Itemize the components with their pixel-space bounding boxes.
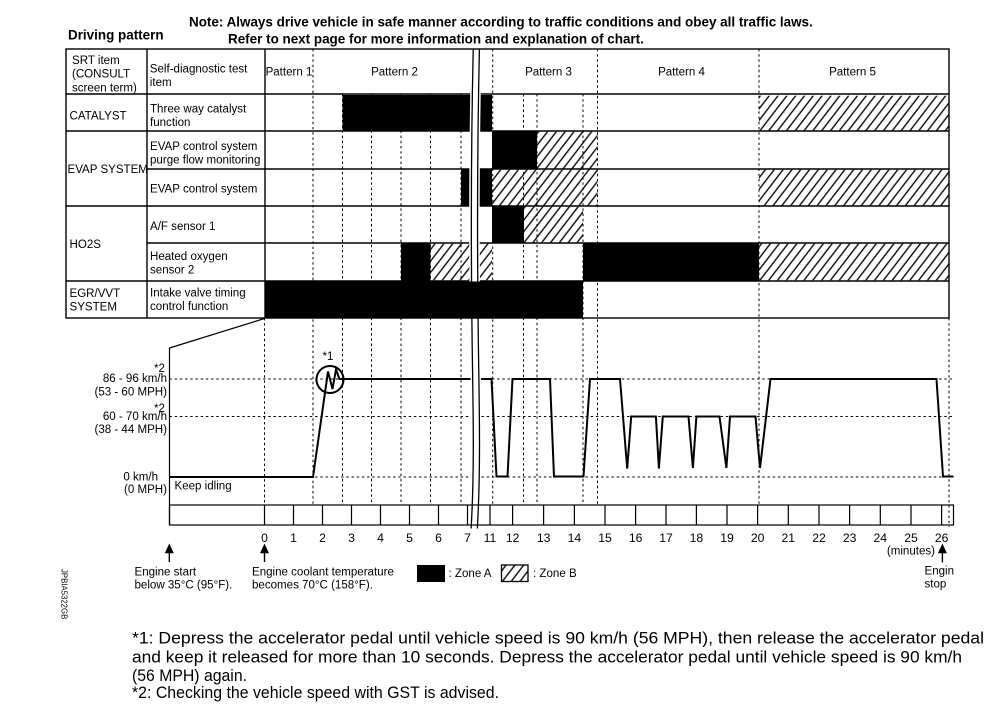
svg-text:EVAP SYSTEM: EVAP SYSTEM	[68, 164, 148, 176]
svg-text:16: 16	[629, 531, 643, 545]
svg-text:17: 17	[659, 531, 673, 545]
svg-text:Pattern 5: Pattern 5	[829, 67, 876, 79]
svg-text:86 - 96 km/h: 86 - 96 km/h	[103, 373, 167, 385]
svg-text:Pattern 4: Pattern 4	[658, 67, 705, 79]
svg-text:Note: Always drive vehicle in: Note: Always drive vehicle in safe manne…	[189, 15, 813, 30]
svg-text:JPBIA5322GB: JPBIA5322GB	[60, 569, 69, 619]
svg-text:25: 25	[904, 531, 918, 545]
svg-text:60 - 70 km/h: 60 - 70 km/h	[103, 411, 167, 423]
svg-text:: Zone A: : Zone A	[449, 568, 492, 580]
svg-text:item: item	[150, 77, 172, 89]
svg-text:SYSTEM: SYSTEM	[70, 301, 117, 313]
svg-text:26: 26	[935, 531, 949, 545]
svg-text:(0 MPH): (0 MPH)	[124, 484, 167, 496]
svg-text:below 35°C (95°F).: below 35°C (95°F).	[135, 580, 233, 592]
svg-text:HO2S: HO2S	[70, 239, 102, 251]
svg-text:14: 14	[568, 531, 582, 545]
svg-text:19: 19	[720, 531, 734, 545]
svg-text:*2: *2	[154, 403, 165, 415]
svg-text:EVAP control system: EVAP control system	[150, 183, 257, 195]
svg-text:4: 4	[377, 531, 384, 545]
svg-text:13: 13	[537, 531, 551, 545]
svg-text:Driving pattern: Driving pattern	[68, 28, 164, 43]
svg-text:Engine coolant temperature: Engine coolant temperature	[252, 567, 394, 579]
svg-text:EVAP control system: EVAP control system	[150, 141, 257, 153]
svg-text:Keep idling: Keep idling	[175, 481, 232, 493]
svg-text:Self-diagnostic test: Self-diagnostic test	[150, 63, 248, 75]
svg-text:2: 2	[319, 531, 326, 545]
svg-text:CATALYST: CATALYST	[70, 111, 127, 123]
svg-text:control function: control function	[150, 301, 228, 313]
svg-text:*1: *1	[323, 351, 334, 363]
svg-text:15: 15	[598, 531, 612, 545]
svg-text:11: 11	[484, 531, 497, 545]
svg-text:21: 21	[782, 531, 796, 545]
svg-text:becomes 70°C (158°F).: becomes 70°C (158°F).	[252, 580, 373, 592]
svg-text:*1: Depress the accelerator pe: *1: Depress the accelerator pedal until …	[132, 629, 984, 648]
svg-text:Heated oxygen: Heated oxygen	[150, 251, 228, 263]
svg-text:0 km/h: 0 km/h	[123, 472, 158, 484]
svg-text:*2: Checking the vehicle speed: *2: Checking the vehicle speed with GST …	[132, 683, 499, 702]
svg-text:Three way catalyst: Three way catalyst	[150, 103, 247, 115]
svg-text:Refer to next page for more in: Refer to next page for more information …	[228, 31, 644, 46]
svg-text:(53 - 60 MPH): (53 - 60 MPH)	[94, 387, 167, 399]
svg-text:0: 0	[261, 531, 268, 545]
svg-text:*2: *2	[154, 363, 165, 375]
svg-text:purge flow monitoring: purge flow monitoring	[150, 155, 260, 167]
svg-text:Pattern 2: Pattern 2	[371, 67, 418, 79]
svg-text:(minutes): (minutes)	[887, 546, 935, 558]
svg-text:Pattern 1: Pattern 1	[266, 67, 313, 79]
svg-text:Intake valve timing: Intake valve timing	[150, 288, 246, 300]
svg-text:24: 24	[874, 531, 888, 545]
svg-text:function: function	[150, 117, 190, 129]
svg-text:A/F sensor 1: A/F sensor 1	[150, 221, 215, 233]
svg-text:23: 23	[843, 531, 857, 545]
svg-text:(38 - 44 MPH): (38 - 44 MPH)	[94, 424, 167, 436]
svg-text:6: 6	[435, 531, 442, 545]
svg-text:stop: stop	[925, 579, 947, 591]
svg-text:EGR/VVT: EGR/VVT	[70, 288, 121, 300]
svg-text:and keep it released for more: and keep it released for more than 10 se…	[132, 648, 962, 667]
svg-text:7: 7	[464, 531, 471, 545]
svg-text:(56 MPH) again.: (56 MPH) again.	[132, 666, 247, 685]
svg-text:22: 22	[812, 531, 826, 545]
svg-text:Pattern 3: Pattern 3	[525, 67, 572, 79]
svg-text:5: 5	[406, 531, 413, 545]
svg-text:screen term): screen term)	[72, 82, 137, 94]
svg-text:: Zone B: : Zone B	[533, 568, 577, 580]
svg-text:(CONSULT: (CONSULT	[72, 69, 130, 81]
svg-text:20: 20	[751, 531, 765, 545]
svg-text:18: 18	[690, 531, 704, 545]
svg-text:1: 1	[290, 531, 297, 545]
svg-text:12: 12	[506, 531, 520, 545]
svg-text:3: 3	[348, 531, 355, 545]
svg-text:Engin: Engin	[925, 566, 955, 578]
svg-text:Engine start: Engine start	[135, 567, 197, 579]
svg-text:SRT item: SRT item	[72, 55, 120, 67]
svg-text:sensor 2: sensor 2	[150, 265, 194, 277]
